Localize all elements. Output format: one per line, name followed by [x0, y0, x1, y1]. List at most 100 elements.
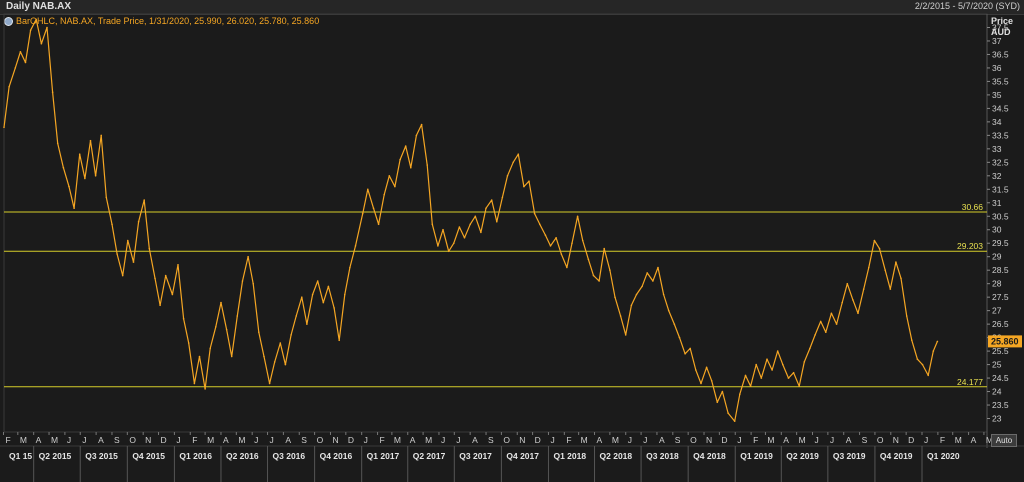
month-label: D — [721, 435, 727, 445]
y-axis-title-price: Price — [991, 16, 1014, 26]
price-point — [284, 363, 287, 366]
price-point — [415, 134, 418, 137]
price-point — [258, 331, 260, 334]
price-point — [803, 361, 806, 363]
price-point — [311, 293, 314, 296]
month-label: F — [192, 435, 197, 445]
price-point — [279, 342, 282, 344]
month-label: A — [36, 435, 42, 445]
month-label: N — [332, 435, 338, 445]
price-point — [344, 293, 346, 296]
price-point — [884, 269, 886, 272]
price-point — [710, 380, 713, 382]
month-label: F — [566, 435, 571, 445]
price-point — [394, 185, 396, 188]
price-point — [273, 361, 276, 363]
price-point — [766, 358, 768, 361]
y-tick-label: 26.5 — [992, 319, 1009, 329]
price-point — [463, 237, 466, 239]
month-label: S — [301, 435, 307, 445]
month-label: S — [488, 435, 494, 445]
price-point — [689, 347, 691, 350]
price-point — [182, 317, 185, 320]
price-point — [116, 253, 118, 255]
price-point — [78, 153, 81, 155]
price-point — [89, 139, 92, 142]
price-point — [132, 261, 135, 263]
price-point — [68, 185, 70, 188]
price-point — [236, 315, 239, 317]
price-point — [469, 223, 472, 226]
price-point — [592, 274, 595, 277]
month-label: N — [519, 435, 525, 445]
price-point — [383, 193, 386, 196]
price-point — [8, 86, 10, 88]
price-point — [862, 288, 865, 290]
price-point — [290, 334, 292, 336]
price-series[interactable] — [3, 18, 939, 423]
month-label: N — [145, 435, 151, 445]
price-point — [241, 280, 244, 282]
price-point — [24, 61, 27, 64]
y-tick-label: 37.5 — [992, 22, 1009, 32]
quarter-label: Q2 2015 — [39, 451, 72, 461]
auto-scale-button[interactable]: Auto — [991, 434, 1017, 447]
price-point — [431, 223, 434, 226]
price-point — [485, 207, 487, 209]
month-label: J — [737, 435, 741, 445]
quarter-label: Q4 2018 — [693, 451, 726, 461]
price-point — [447, 250, 450, 253]
month-label: D — [908, 435, 914, 445]
last-price-label: 25.860 — [991, 336, 1019, 346]
price-point — [367, 188, 369, 191]
price-point — [523, 185, 525, 188]
price-point — [105, 196, 108, 199]
price-point — [14, 67, 17, 69]
price-point — [921, 363, 924, 366]
price-point — [581, 239, 584, 242]
price-point — [193, 382, 196, 385]
price-point — [841, 301, 843, 304]
quarter-label: Q3 2017 — [459, 451, 492, 461]
quarter-label: Q3 2019 — [833, 451, 866, 461]
month-label: A — [98, 435, 104, 445]
month-label: S — [114, 435, 120, 445]
price-point — [3, 126, 5, 129]
price-point — [501, 196, 504, 199]
price-point — [571, 242, 573, 244]
plot-border — [3, 13, 988, 433]
price-point — [560, 253, 563, 255]
month-label: M — [986, 435, 993, 445]
price-line — [3, 18, 938, 422]
last-price-badge — [988, 335, 1022, 348]
y-tick-label: 33.5 — [992, 130, 1009, 140]
price-point — [932, 350, 935, 352]
y-tick-label: 36 — [992, 63, 1002, 73]
month-label: D — [161, 435, 167, 445]
quarter-label: Q4 2015 — [132, 451, 165, 461]
month-label: N — [893, 435, 899, 445]
price-point — [404, 145, 407, 147]
quarter-label: Q3 2016 — [273, 451, 306, 461]
price-point — [73, 207, 75, 209]
price-point — [322, 301, 325, 304]
price-point — [496, 220, 498, 223]
price-point — [700, 382, 702, 385]
y-tick-label: 28.5 — [992, 265, 1009, 275]
price-point — [782, 363, 784, 366]
price-point — [148, 247, 151, 250]
price-point — [905, 315, 908, 317]
price-point — [798, 385, 800, 388]
month-label: J — [254, 435, 258, 445]
price-point — [695, 369, 697, 371]
price-point — [819, 320, 822, 323]
month-label: J — [456, 435, 460, 445]
price-point — [480, 231, 482, 234]
y-tick-label: 23.5 — [992, 400, 1009, 410]
y-tick-label: 35.5 — [992, 76, 1009, 86]
price-point — [652, 280, 654, 282]
price-point — [225, 328, 228, 331]
price-point — [830, 312, 833, 315]
price-point — [684, 353, 686, 355]
